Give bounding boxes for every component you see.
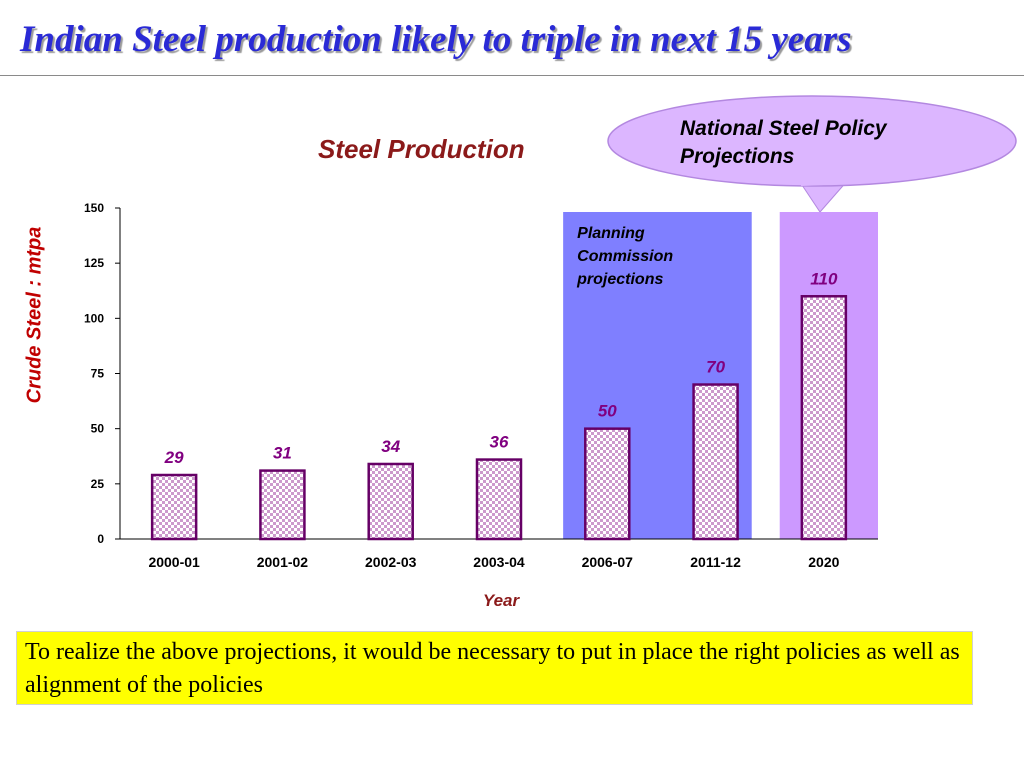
x-tick-label: 2003-04 xyxy=(473,554,525,570)
y-tick-label: 150 xyxy=(84,201,104,215)
bar xyxy=(150,473,198,541)
y-tick-label: 125 xyxy=(84,256,104,270)
data-label: 31 xyxy=(273,444,292,463)
y-tick-label: 25 xyxy=(91,477,105,491)
bar xyxy=(475,458,523,541)
data-label: 110 xyxy=(810,269,838,288)
bar xyxy=(584,427,631,541)
note-box: To realize the above projections, it wou… xyxy=(16,631,973,705)
chart-title: Steel Production xyxy=(318,134,525,164)
callout-text: National Steel Policy Projections xyxy=(680,117,887,168)
projection-region-label: Planning Commission projections xyxy=(576,225,673,288)
data-label: 29 xyxy=(164,448,184,467)
data-label: 36 xyxy=(490,433,509,452)
bar xyxy=(259,469,306,541)
data-label: 34 xyxy=(381,437,400,456)
y-tick-label: 75 xyxy=(91,367,105,381)
x-tick-label: 2000-01 xyxy=(148,554,200,570)
note-text: To realize the above projections, it wou… xyxy=(25,639,960,698)
bar xyxy=(367,462,414,541)
y-tick-label: 100 xyxy=(84,311,104,325)
x-axis-label: Year xyxy=(483,591,521,610)
x-tick-label: 2020 xyxy=(808,554,839,570)
y-tick-label: 50 xyxy=(91,422,105,436)
x-tick-label: 2001-02 xyxy=(257,554,309,570)
slide-title: Indian Steel production likely to triple… xyxy=(20,19,852,60)
bar xyxy=(800,295,848,541)
bar xyxy=(692,383,739,541)
data-label: 50 xyxy=(598,402,617,421)
title-divider xyxy=(0,75,1024,76)
x-tick-label: 2011-12 xyxy=(690,554,741,570)
data-label: 70 xyxy=(706,358,725,377)
x-tick-label: 2006-07 xyxy=(582,554,634,570)
x-tick-label: 2002-03 xyxy=(365,554,417,570)
y-tick-label: 0 xyxy=(97,532,104,546)
